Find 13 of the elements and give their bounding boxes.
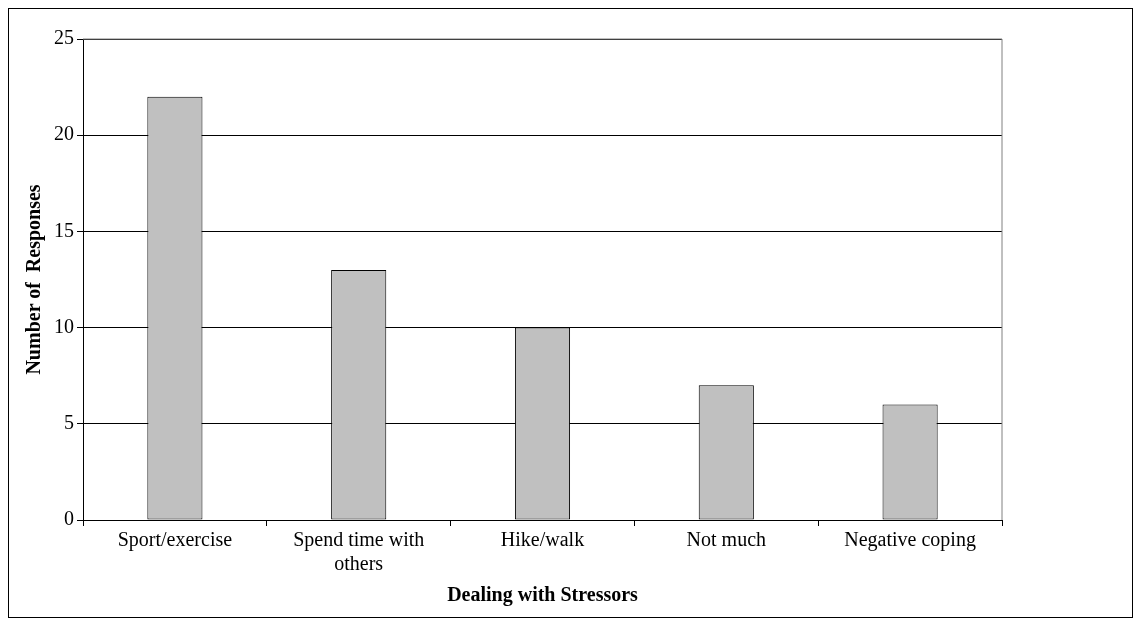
y-tick-label: 25: [54, 26, 74, 49]
x-axis-title: Dealing with Stressors: [447, 583, 639, 607]
x-tick-label: Sport/exercise: [117, 528, 233, 552]
y-tick-label: 15: [54, 218, 74, 241]
y-tick-label: 5: [64, 411, 74, 434]
y-tick-label: 0: [64, 507, 74, 530]
x-tick-label: Hike/walk: [500, 528, 585, 551]
y-tick-label: 20: [54, 122, 74, 145]
x-tick-label: Spend time with others: [293, 528, 425, 575]
x-tick-label: Negative coping: [844, 528, 976, 552]
y-axis-title: Number of Responses: [22, 184, 46, 375]
x-tick-label: Not much: [686, 528, 767, 551]
y-tick-label: 10: [54, 314, 74, 337]
